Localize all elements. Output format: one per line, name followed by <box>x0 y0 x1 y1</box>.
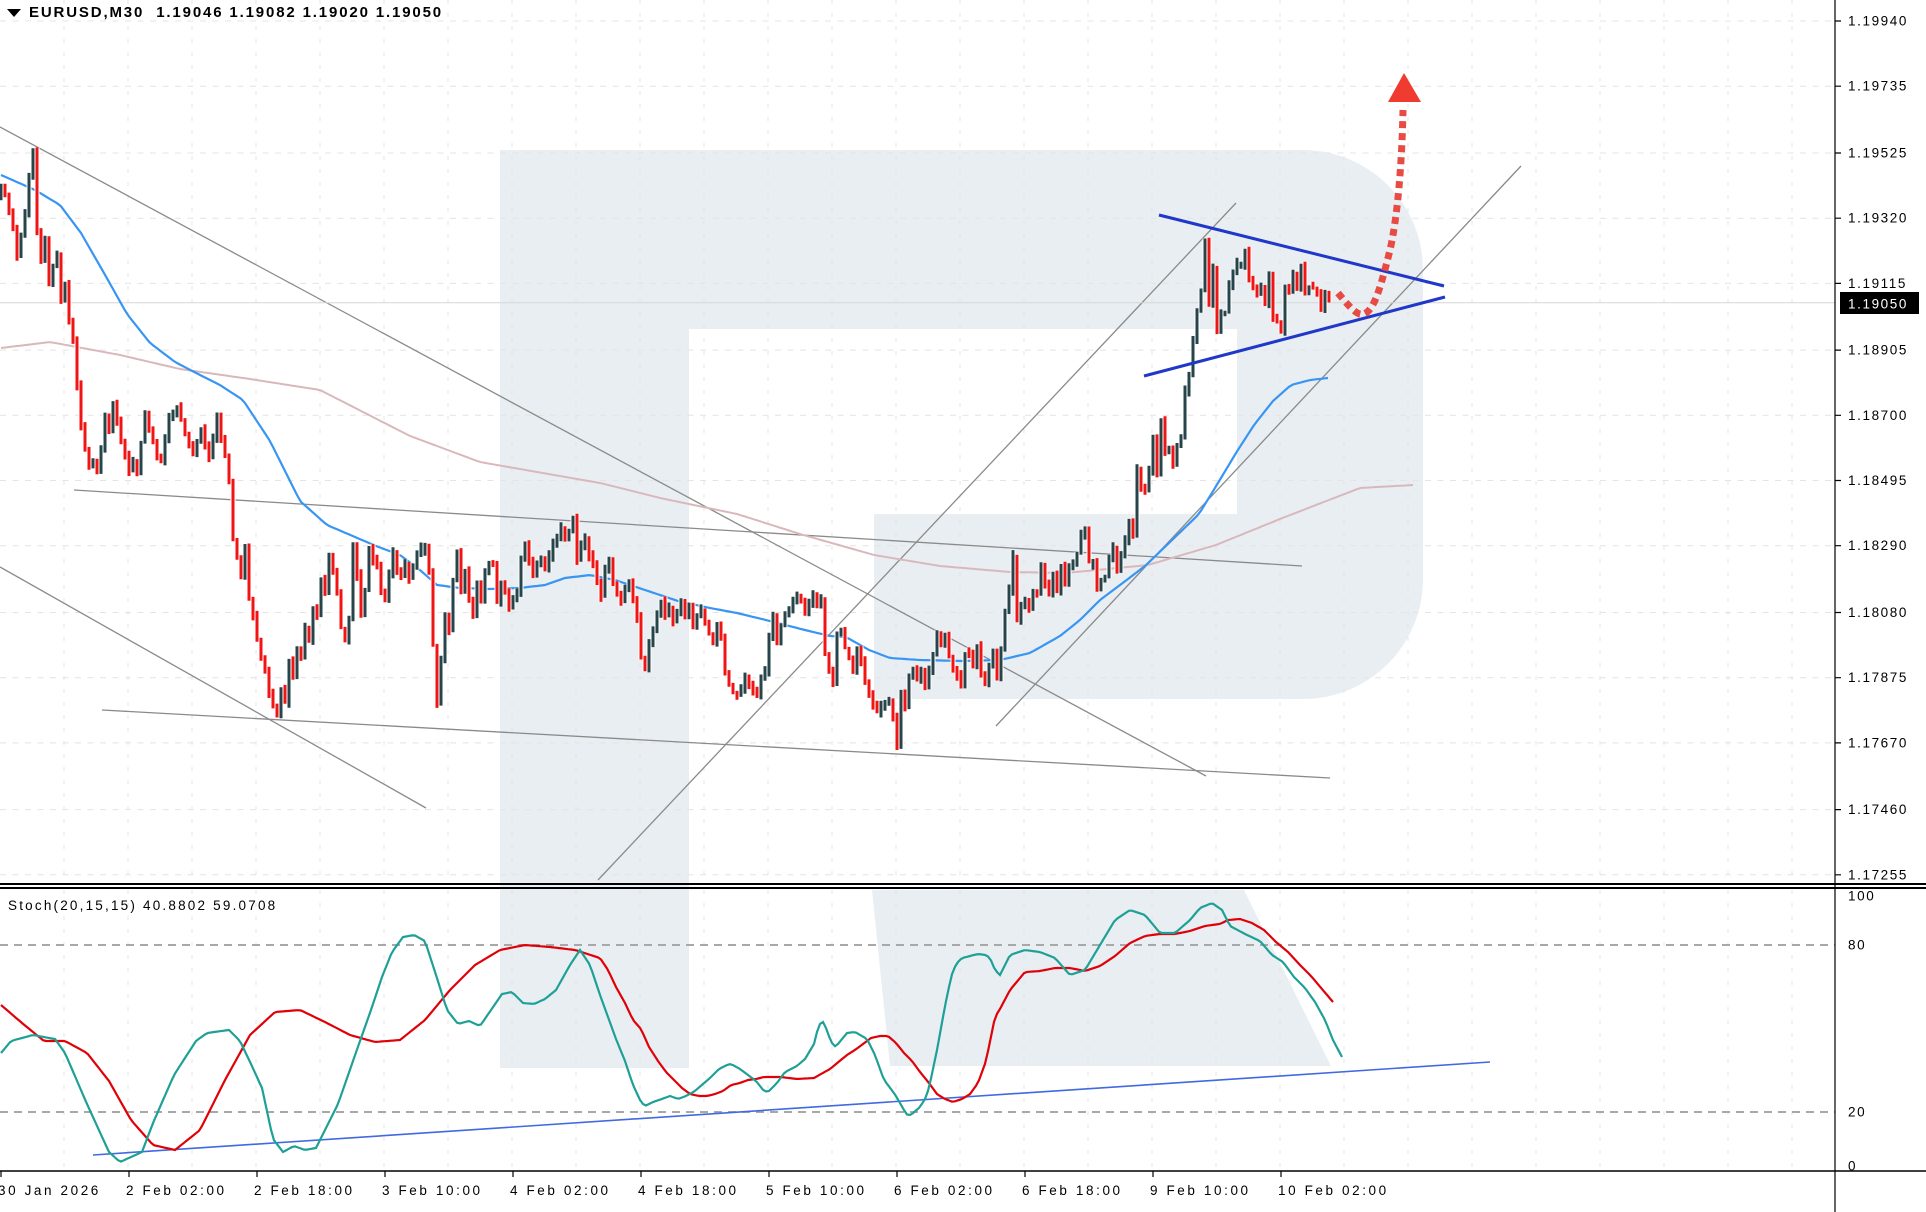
svg-text:1.17460: 1.17460 <box>1848 802 1908 817</box>
svg-text:1.19735: 1.19735 <box>1848 79 1908 94</box>
svg-text:5 Feb 10:00: 5 Feb 10:00 <box>766 1183 867 1198</box>
svg-text:2 Feb 18:00: 2 Feb 18:00 <box>254 1183 355 1198</box>
svg-text:1.19320: 1.19320 <box>1848 211 1908 226</box>
svg-text:30 Jan 2026: 30 Jan 2026 <box>0 1183 101 1198</box>
svg-text:20: 20 <box>1848 1105 1866 1120</box>
svg-text:100: 100 <box>1848 889 1875 904</box>
svg-text:6 Feb 18:00: 6 Feb 18:00 <box>1022 1183 1123 1198</box>
svg-text:Stoch(20,15,15) 40.8802 59.070: Stoch(20,15,15) 40.8802 59.0708 <box>8 898 277 913</box>
svg-text:1.17670: 1.17670 <box>1848 735 1908 750</box>
svg-text:1.19525: 1.19525 <box>1848 146 1908 161</box>
svg-text:1.17875: 1.17875 <box>1848 670 1908 685</box>
svg-text:6 Feb 02:00: 6 Feb 02:00 <box>894 1183 995 1198</box>
svg-text:1.19940: 1.19940 <box>1848 14 1908 29</box>
svg-text:1.18905: 1.18905 <box>1848 343 1908 358</box>
svg-text:1.19115: 1.19115 <box>1848 276 1907 291</box>
svg-text:1.19050: 1.19050 <box>1848 297 1908 312</box>
svg-text:EURUSD,M30 1.19046 1.19082 1.: EURUSD,M30 1.19046 1.19082 1.19020 1.190… <box>29 4 443 21</box>
svg-text:10 Feb 02:00: 10 Feb 02:00 <box>1278 1183 1389 1198</box>
svg-text:4 Feb 18:00: 4 Feb 18:00 <box>638 1183 739 1198</box>
svg-text:1.18495: 1.18495 <box>1848 473 1908 488</box>
svg-text:3 Feb 10:00: 3 Feb 10:00 <box>382 1183 483 1198</box>
svg-text:2 Feb 02:00: 2 Feb 02:00 <box>126 1183 227 1198</box>
svg-text:4 Feb 02:00: 4 Feb 02:00 <box>510 1183 611 1198</box>
svg-text:1.18700: 1.18700 <box>1848 408 1908 423</box>
svg-text:1.18080: 1.18080 <box>1848 605 1908 620</box>
svg-text:1.17255: 1.17255 <box>1848 867 1908 882</box>
svg-text:0: 0 <box>1848 1159 1857 1174</box>
svg-text:9 Feb 10:00: 9 Feb 10:00 <box>1150 1183 1251 1198</box>
svg-text:80: 80 <box>1848 938 1866 953</box>
svg-text:1.18290: 1.18290 <box>1848 538 1908 553</box>
